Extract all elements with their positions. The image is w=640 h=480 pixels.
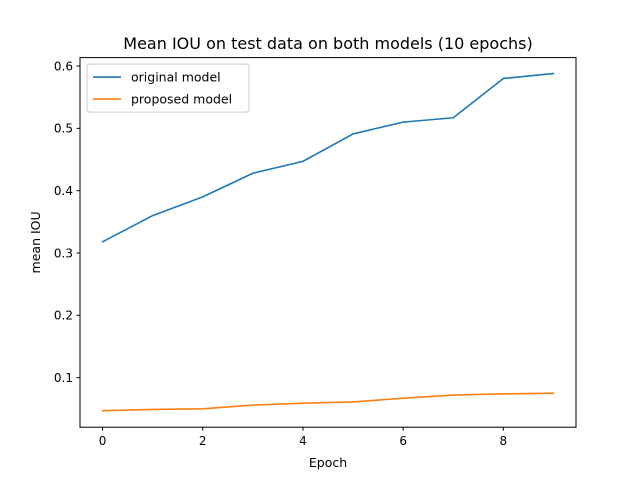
x-axis-label: Epoch xyxy=(309,455,347,470)
y-tick-label: 0.5 xyxy=(54,122,73,136)
chart-title: Mean IOU on test data on both models (10… xyxy=(123,34,532,53)
plot-frame xyxy=(79,57,577,428)
y-tick-label: 0.4 xyxy=(54,184,73,198)
series-line-original-model xyxy=(101,72,555,243)
series-line-proposed-model xyxy=(101,392,555,412)
legend-box xyxy=(86,63,250,113)
x-tick-label: 4 xyxy=(299,434,307,448)
x-tick-label: 6 xyxy=(399,434,407,448)
y-tick-label: 0.1 xyxy=(54,371,73,385)
legend: original model proposed model xyxy=(86,63,250,113)
legend-entry-label: original model xyxy=(131,70,221,85)
y-axis-label: mean IOU xyxy=(28,211,43,273)
x-tick-label: 2 xyxy=(199,434,207,448)
legend-entry-label: proposed model xyxy=(131,92,232,107)
plot-series-group xyxy=(101,72,555,412)
x-axis: 0 2 4 6 8 xyxy=(99,427,507,448)
y-tick-label: 0.3 xyxy=(54,246,73,260)
x-tick-label: 8 xyxy=(500,434,508,448)
y-tick-label: 0.2 xyxy=(54,309,73,323)
y-tick-label: 0.6 xyxy=(54,59,73,73)
y-axis: 0.1 0.2 0.3 0.4 0.5 0.6 xyxy=(54,59,80,385)
x-tick-label: 0 xyxy=(99,434,107,448)
